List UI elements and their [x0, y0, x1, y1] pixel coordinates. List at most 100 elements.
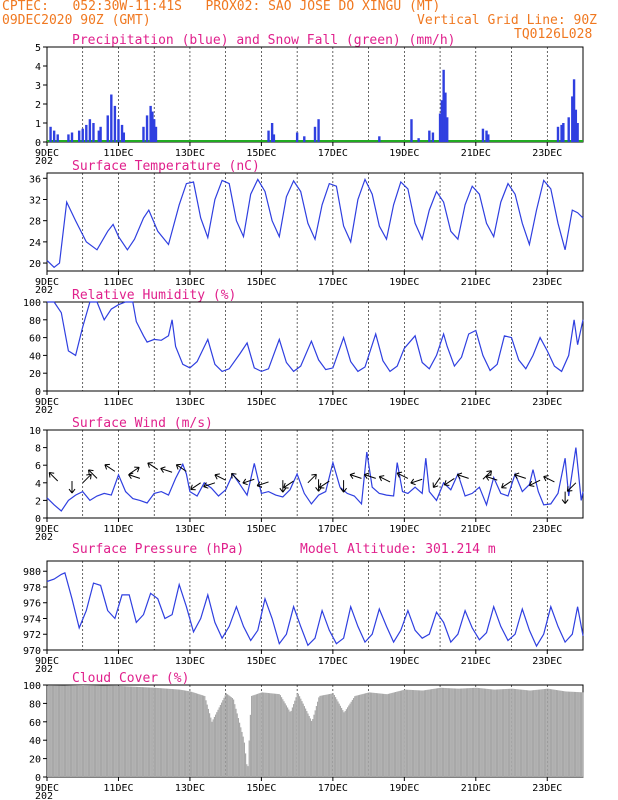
cloud-bar [497, 689, 499, 777]
rh-xtick-label: 13DEC [175, 397, 205, 408]
cloud-bar [167, 688, 169, 777]
cloud-bar [73, 685, 75, 777]
cloud-bar [108, 685, 110, 777]
header-station-line: CPTEC: 052:30W-11:41S PROX02: SAO JOSE D… [2, 0, 441, 14]
cloud-bar [200, 694, 202, 777]
precip-xtick-label: 19DEC [389, 148, 419, 159]
cloud-bar [193, 692, 195, 777]
cloud-bar [187, 691, 189, 777]
cloud-bar [66, 685, 68, 777]
cloud-bar [93, 685, 95, 777]
cloud-bar [441, 687, 443, 777]
rh-ytick-label: 20 [29, 369, 41, 380]
cloud-bar [123, 686, 125, 777]
cloud-bar [119, 685, 121, 777]
cloud-bar [137, 686, 139, 777]
cloud-bar [54, 685, 56, 777]
cloud-bar [560, 690, 562, 777]
cloud-bar [387, 693, 389, 777]
cloud-bar [449, 688, 451, 777]
cloud-bar [499, 689, 501, 777]
cloud-bar [60, 685, 62, 777]
wind-arrow [214, 473, 226, 481]
precip-title: Precipitation (blue) and Snow Fall (gree… [72, 33, 456, 48]
cloud-bar [366, 692, 368, 777]
cloud-bar [531, 690, 533, 777]
cloud-bar [251, 695, 253, 777]
cloud-bar [158, 688, 160, 777]
cloud-bar [109, 685, 111, 777]
cloud-bar [53, 685, 55, 777]
cloud-bar [311, 720, 313, 777]
cloud-bar [571, 691, 573, 777]
cloud-bar [494, 689, 496, 777]
cloud-bar [530, 690, 532, 777]
cloud-bar [375, 693, 377, 777]
cloud-bar [519, 689, 521, 777]
cloud-bar [289, 711, 291, 777]
cloud-bar [57, 685, 59, 777]
cloud-bar [301, 701, 303, 777]
cloud-bar [306, 711, 308, 777]
rh-xtick-label: 15DEC [246, 397, 276, 408]
cloud-bar [186, 690, 188, 777]
cloud-bar [233, 699, 235, 777]
cloud-bar [264, 692, 266, 777]
cloud-bar [263, 692, 265, 777]
cloud-bar [495, 689, 497, 777]
precip-bar [270, 123, 274, 142]
cloud-bar [144, 687, 146, 777]
cloud-bar [415, 690, 417, 777]
cloud-bar [269, 693, 271, 777]
precip-bar [560, 124, 563, 142]
cloud-bar [192, 692, 194, 777]
cloud-bar [367, 692, 369, 777]
cloud-bar [498, 689, 500, 777]
cloud-bar [392, 692, 394, 777]
cloud-bar [528, 690, 530, 777]
cloud-bar [536, 689, 538, 777]
wind-arrow [514, 472, 526, 480]
wind-arrow [443, 477, 455, 486]
cloud-bar [331, 693, 333, 777]
cloud-bar [577, 692, 579, 777]
cloud-bar [401, 690, 403, 777]
cloud-bar [321, 695, 323, 777]
cloud-bar [90, 685, 92, 777]
cloud-bar [443, 687, 445, 777]
temp-year-stub: 202 [35, 285, 53, 296]
cloud-bar [180, 689, 182, 777]
cloud-bar [383, 693, 385, 777]
cloud-bar [545, 688, 547, 777]
cloud-bar [67, 685, 69, 777]
cloud-bar [385, 694, 387, 777]
cloud-bar [197, 693, 199, 777]
cloud-bar [222, 700, 224, 777]
temp-xtick-label: 9DEC [35, 277, 59, 288]
cloud-bar [177, 689, 179, 777]
precip-bar [77, 130, 81, 142]
rh-title: Relative Humidity (%) [72, 288, 236, 303]
cloud-bar [483, 688, 485, 777]
wind-arrow [147, 462, 159, 471]
cloud-bar [552, 689, 554, 777]
cloud-bar [426, 689, 428, 777]
cloud-bar [570, 691, 572, 777]
cloud-bar [302, 703, 304, 777]
cloud-bar [541, 689, 543, 777]
cloud-bar [384, 693, 386, 777]
cloud-bar [284, 703, 286, 777]
cloud-bar [344, 711, 346, 777]
cloud-bar [569, 691, 571, 777]
cloud-bar [355, 695, 357, 777]
cloud-bar [458, 688, 460, 777]
precip-bar [446, 117, 449, 142]
cloud-bar [259, 693, 261, 777]
cloud-bar [307, 713, 309, 777]
temp-panel: Surface Temperature (nC) 20 24 28 32 36 9DEC 11… [29, 159, 584, 296]
temp-xtick-label: 17DEC [318, 277, 348, 288]
precip-bar [417, 138, 420, 142]
cloud-bar [188, 691, 190, 777]
cloud-bar [279, 695, 281, 777]
